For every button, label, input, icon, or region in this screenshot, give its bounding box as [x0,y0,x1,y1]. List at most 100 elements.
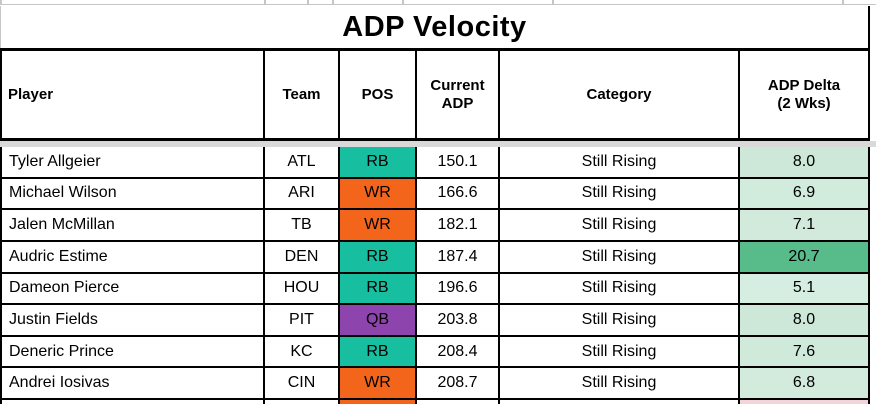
partial-next-row [0,400,870,404]
team-cell[interactable]: ARI [265,178,340,209]
table-row: Audric Estime DEN RB 187.4 Still Rising … [2,241,868,274]
category-cell[interactable]: Still Rising [500,210,740,240]
current-adp-cell[interactable]: 208.7 [417,368,500,398]
pos-badge[interactable]: RB [340,336,417,367]
current-adp-cell[interactable]: 166.6 [417,178,500,209]
team-code: HOU [283,279,320,297]
delta-cell[interactable]: 8.0 [740,147,868,177]
delta-cell[interactable]: 8.0 [740,305,868,335]
player-cell[interactable]: Justin Fields [2,305,265,335]
current-adp-value: 187.4 [437,247,478,265]
gridline-stub [332,0,334,5]
category-cell[interactable]: Still Rising [500,241,740,272]
current-adp-cell[interactable]: 208.4 [417,336,500,367]
team-code: CIN [287,374,316,392]
table-title-cell[interactable]: ADP Velocity [0,6,870,48]
header-current-adp[interactable]: Current ADP [417,51,500,138]
pos-label: RB [366,279,389,297]
pos-label: RB [366,342,389,360]
pos-label: WR [364,374,391,392]
delta-cell[interactable]: 5.1 [740,273,868,304]
category-cell[interactable]: Still Rising [500,305,740,335]
current-adp-cell[interactable]: 196.6 [417,273,500,304]
delta-cell[interactable]: 7.1 [740,210,868,240]
header-pos[interactable]: POS [340,51,417,138]
current-adp-value: 208.4 [437,342,478,360]
header-player[interactable]: Player [2,51,265,138]
header-team[interactable]: Team [265,51,340,138]
table-row: Dameon Pierce HOU RB 196.6 Still Rising … [2,273,868,306]
delta-cell[interactable]: 6.9 [740,178,868,209]
delta-value: 6.8 [792,374,816,392]
header-player-label: Player [8,85,54,103]
table-row: Tyler Allgeier ATL RB 150.1 Still Rising… [2,147,868,179]
separator-strip [0,141,876,147]
team-code: DEN [284,247,319,265]
current-adp-value: 208.7 [437,374,478,392]
pos-badge[interactable]: WR [340,178,417,209]
team-cell[interactable]: CIN [265,368,340,398]
team-cell[interactable]: PIT [265,305,340,335]
current-adp-value: 196.6 [437,279,478,297]
player-cell[interactable]: Andrei Iosivas [2,368,265,398]
team-cell[interactable]: KC [265,336,340,367]
category-cell[interactable]: Still Rising [500,147,740,177]
team-cell[interactable]: DEN [265,241,340,272]
player-cell[interactable]: Michael Wilson [2,178,265,209]
delta-cell[interactable]: 6.8 [740,368,868,398]
player-name: Andrei Iosivas [9,374,110,392]
current-adp-cell[interactable]: 203.8 [417,305,500,335]
player-name: Jalen McMillan [9,216,115,234]
player-cell[interactable]: Tyler Allgeier [2,147,265,177]
category-cell[interactable]: Still Rising [500,178,740,209]
partial-team-cell [265,400,340,404]
pos-badge[interactable]: RB [340,273,417,304]
delta-value: 8.0 [792,310,816,328]
category-value: Still Rising [581,152,657,170]
table-row: Michael Wilson ARI WR 166.6 Still Rising… [2,178,868,211]
pos-badge[interactable]: RB [340,241,417,272]
pos-label: RB [366,152,389,170]
player-name: Dameon Pierce [9,279,120,297]
delta-cell[interactable]: 20.7 [740,241,868,272]
header-category[interactable]: Category [500,51,740,138]
team-cell[interactable]: TB [265,210,340,240]
header-adp-delta[interactable]: ADP Delta (2 Wks) [740,51,868,138]
delta-cell[interactable]: 7.6 [740,336,868,367]
pos-badge[interactable]: RB [340,147,417,177]
partial-delta-cell [740,400,868,404]
current-adp-cell[interactable]: 187.4 [417,241,500,272]
partial-category-cell [500,400,740,404]
pos-label: QB [365,310,390,328]
player-cell[interactable]: Dameon Pierce [2,273,265,304]
category-value: Still Rising [581,184,657,202]
team-cell[interactable]: HOU [265,273,340,304]
current-adp-cell[interactable]: 150.1 [417,147,500,177]
team-code: KC [290,342,313,360]
player-name: Justin Fields [9,310,98,328]
player-cell[interactable]: Jalen McMillan [2,210,265,240]
current-adp-value: 182.1 [437,216,478,234]
delta-value: 7.6 [792,342,816,360]
category-cell[interactable]: Still Rising [500,336,740,367]
pos-badge[interactable]: QB [340,305,417,335]
current-adp-value: 150.1 [437,152,478,170]
pos-label: RB [366,247,389,265]
current-adp-value: 203.8 [437,310,478,328]
delta-value: 20.7 [788,247,820,265]
partial-player-cell [2,400,265,404]
player-name: Michael Wilson [9,184,117,202]
category-cell[interactable]: Still Rising [500,273,740,304]
current-adp-cell[interactable]: 182.1 [417,210,500,240]
player-cell[interactable]: Audric Estime [2,241,265,272]
partial-pos-cell [340,400,417,404]
gridline-stub [842,0,844,5]
category-cell[interactable]: Still Rising [500,368,740,398]
pos-badge[interactable]: WR [340,368,417,398]
pos-badge[interactable]: WR [340,210,417,240]
team-cell[interactable]: ATL [265,147,340,177]
table-row: Jalen McMillan TB WR 182.1 Still Rising … [2,210,868,242]
player-cell[interactable]: Deneric Prince [2,336,265,367]
partial-current-cell [417,400,500,404]
team-code: ATL [287,152,316,170]
